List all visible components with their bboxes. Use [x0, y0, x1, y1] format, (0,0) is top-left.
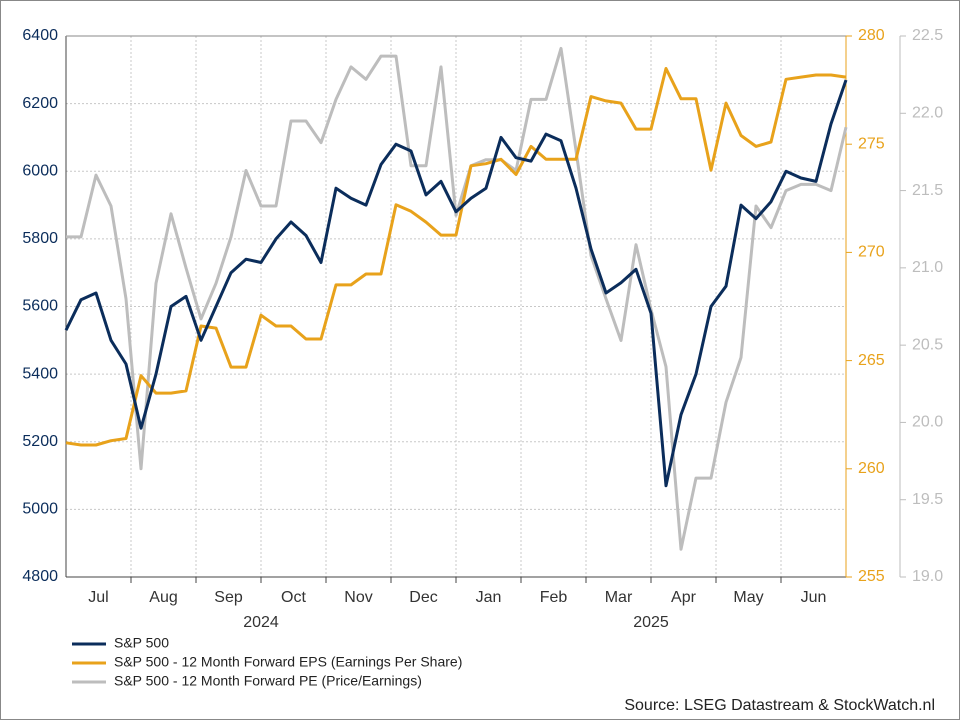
- legend-label: S&P 500: [114, 635, 169, 651]
- y-tick-label: 5200: [22, 433, 58, 450]
- y2-tick-label: 275: [858, 135, 885, 152]
- y3-tick-label: 22.5: [912, 27, 943, 44]
- x-tick-label: Feb: [540, 589, 568, 606]
- y3-tick-label: 21.5: [912, 182, 943, 199]
- legend-label: S&P 500 - 12 Month Forward EPS (Earnings…: [114, 654, 462, 670]
- y3-tick-label: 19.0: [912, 568, 943, 585]
- y-tick-label: 5600: [22, 298, 58, 315]
- y3-tick-label: 20.5: [912, 336, 943, 353]
- x-tick-label: May: [733, 589, 763, 606]
- series-line: [66, 46, 848, 551]
- x-tick-label: Jan: [476, 589, 502, 606]
- y-tick-label: 5800: [22, 230, 58, 247]
- y-tick-label: 6200: [22, 95, 58, 112]
- source: Source: LSEG Datastream & StockWatch.nl: [624, 697, 935, 714]
- x-tick-label: Jul: [88, 589, 108, 606]
- x-tick-label: Nov: [344, 589, 372, 606]
- x-tick-label: Mar: [605, 589, 633, 606]
- x-tick-label: Aug: [149, 589, 177, 606]
- year-label: 2024: [243, 614, 279, 631]
- x-tick-label: Apr: [671, 589, 697, 606]
- x-tick-label: Oct: [281, 589, 306, 606]
- x-tick-label: Jun: [801, 589, 827, 606]
- y-tick-label: 4800: [22, 568, 58, 585]
- y3-tick-label: 20.0: [912, 414, 943, 431]
- y-tick-label: 5000: [22, 501, 58, 518]
- x-tick-label: Dec: [409, 589, 437, 606]
- y3-tick-label: 19.5: [912, 491, 943, 508]
- y2-tick-label: 260: [858, 460, 885, 477]
- y3-tick-label: 22.0: [912, 105, 943, 122]
- series-line: [65, 67, 847, 447]
- y-tick-label: 6400: [22, 27, 58, 44]
- x-tick-label: Sep: [214, 589, 243, 606]
- y-tick-label: 6000: [22, 162, 58, 179]
- legend-label: S&P 500 - 12 Month Forward PE (Price/Ear…: [114, 673, 422, 689]
- y2-tick-label: 280: [858, 27, 885, 44]
- y2-tick-label: 255: [858, 568, 885, 585]
- y3-tick-label: 21.0: [912, 259, 943, 276]
- y2-tick-label: 270: [858, 244, 885, 261]
- y-tick-label: 5400: [22, 365, 58, 382]
- year-label: 2025: [633, 614, 669, 631]
- y2-tick-label: 265: [858, 352, 885, 369]
- series-line: [64, 79, 848, 488]
